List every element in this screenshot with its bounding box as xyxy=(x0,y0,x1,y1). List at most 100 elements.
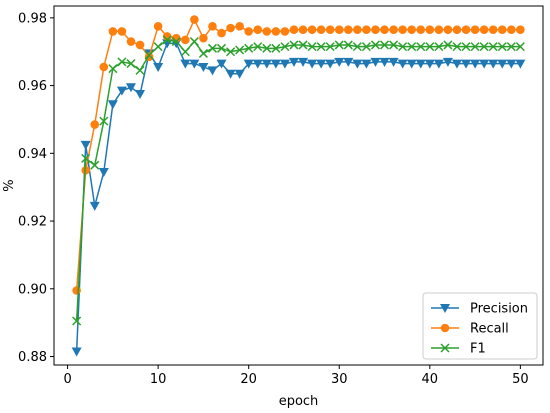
data-point-recall xyxy=(280,27,290,36)
data-point-f1 xyxy=(226,47,236,57)
data-point-precision xyxy=(406,59,417,69)
data-point-f1 xyxy=(370,40,381,50)
y-tick-label: 0.96 xyxy=(18,79,47,94)
legend-marker-recall xyxy=(440,323,450,333)
series-f1 xyxy=(72,35,525,326)
data-point-precision xyxy=(288,57,299,67)
data-point-recall xyxy=(479,25,489,35)
y-tick-label: 0.90 xyxy=(18,282,47,297)
data-point-f1 xyxy=(497,42,507,52)
data-point-recall xyxy=(470,25,480,35)
legend-label-recall: Recall xyxy=(470,322,509,337)
legend-item-f1: F1 xyxy=(431,342,486,357)
legend-marker-f1 xyxy=(440,343,450,353)
data-point-f1 xyxy=(189,37,199,47)
data-point-f1 xyxy=(126,59,136,69)
data-point-precision xyxy=(343,57,354,67)
data-point-recall xyxy=(72,286,81,295)
data-point-precision xyxy=(497,59,508,69)
data-point-recall xyxy=(190,15,199,24)
data-point-recall xyxy=(344,25,353,35)
data-point-precision xyxy=(298,57,309,67)
data-point-recall xyxy=(507,25,516,35)
data-point-recall xyxy=(325,25,335,35)
data-point-f1 xyxy=(379,40,390,50)
data-point-recall xyxy=(497,25,507,35)
data-point-precision xyxy=(442,57,453,67)
data-point-precision xyxy=(225,69,236,79)
data-point-f1 xyxy=(280,42,290,52)
legend: Precision Recall F1 xyxy=(422,292,538,360)
data-point-precision xyxy=(270,59,281,69)
legend-item-precision: Precision xyxy=(431,302,528,317)
data-point-recall xyxy=(117,27,127,36)
data-point-f1 xyxy=(407,42,417,52)
data-point-f1 xyxy=(398,42,408,52)
data-point-recall xyxy=(253,25,263,35)
data-point-recall xyxy=(353,25,362,35)
y-tick-label: 0.88 xyxy=(18,350,47,365)
data-point-precision xyxy=(397,59,408,69)
data-point-f1 xyxy=(153,42,163,52)
data-point-precision xyxy=(80,140,91,150)
data-point-f1 xyxy=(515,42,525,52)
data-point-f1 xyxy=(479,42,489,52)
data-point-f1 xyxy=(361,42,371,52)
data-point-recall xyxy=(362,25,371,35)
data-point-recall xyxy=(316,25,326,35)
data-point-precision xyxy=(98,167,109,177)
data-point-f1 xyxy=(99,116,109,126)
data-point-f1 xyxy=(307,42,317,52)
data-point-recall xyxy=(416,25,426,35)
data-point-f1 xyxy=(271,43,281,53)
x-tick-label: 20 xyxy=(240,372,257,387)
data-point-recall xyxy=(452,25,462,35)
data-point-recall xyxy=(108,27,118,36)
data-point-recall xyxy=(135,40,145,50)
data-point-f1 xyxy=(389,40,399,50)
data-point-recall xyxy=(371,25,380,35)
legend-marker-precision xyxy=(440,304,450,313)
data-point-precision xyxy=(180,59,191,69)
data-point-f1 xyxy=(253,42,263,52)
data-point-f1 xyxy=(452,42,462,52)
data-point-f1 xyxy=(90,160,100,170)
data-point-precision xyxy=(325,59,336,69)
data-point-precision xyxy=(252,59,263,69)
data-point-recall xyxy=(307,25,317,35)
data-point-f1 xyxy=(416,42,426,52)
x-tick-label: 50 xyxy=(512,372,529,387)
y-axis: 0.88 0.90 0.92 0.94 0.96 0.98 xyxy=(18,11,54,365)
x-tick-label: 0 xyxy=(63,372,71,387)
data-point-precision xyxy=(234,69,245,79)
data-point-recall xyxy=(443,25,453,35)
data-point-f1 xyxy=(352,42,362,52)
data-point-f1 xyxy=(171,37,181,47)
data-point-recall xyxy=(334,25,344,35)
x-tick-label: 10 xyxy=(150,372,167,387)
data-point-precision xyxy=(461,59,472,69)
data-point-f1 xyxy=(470,42,480,52)
data-point-precision xyxy=(361,59,372,69)
data-point-precision xyxy=(506,59,517,69)
data-point-f1 xyxy=(144,50,154,60)
data-point-recall xyxy=(226,23,235,33)
data-point-precision xyxy=(116,86,127,96)
data-point-recall xyxy=(425,25,435,35)
data-point-f1 xyxy=(81,153,91,163)
data-point-precision xyxy=(71,347,82,357)
data-point-f1 xyxy=(262,43,272,53)
data-point-f1 xyxy=(443,40,453,50)
legend-item-recall: Recall xyxy=(431,322,509,337)
data-point-f1 xyxy=(244,43,254,53)
data-point-f1 xyxy=(316,42,326,52)
data-point-f1 xyxy=(425,42,435,52)
data-point-precision xyxy=(198,62,209,72)
data-point-f1 xyxy=(108,64,118,74)
data-point-precision xyxy=(279,59,290,69)
data-point-precision xyxy=(107,100,118,110)
x-tick-label: 40 xyxy=(422,372,439,387)
data-point-recall xyxy=(461,25,471,35)
data-point-precision xyxy=(316,59,327,69)
data-point-f1 xyxy=(298,40,308,50)
